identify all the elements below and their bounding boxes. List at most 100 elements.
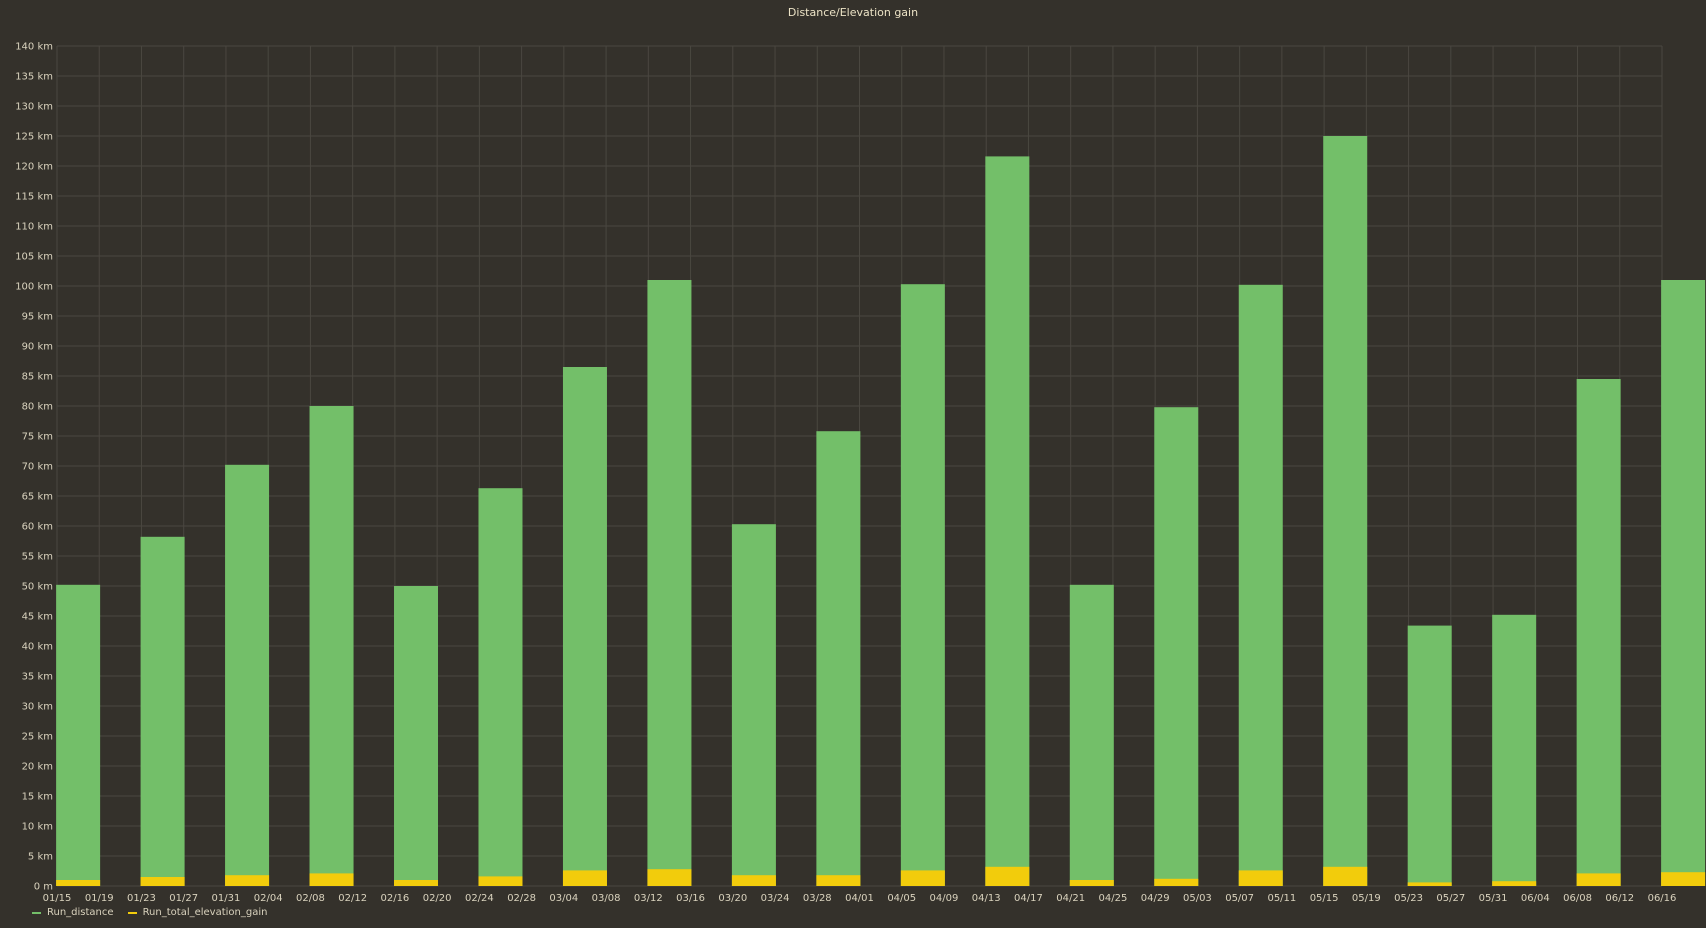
x-tick-label: 05/19 xyxy=(1352,893,1381,904)
bar-run-elevation-gain xyxy=(1154,878,1199,886)
bar-run-elevation-gain xyxy=(56,880,101,886)
x-tick-label: 03/08 xyxy=(592,893,621,904)
x-tick-label: 03/04 xyxy=(549,893,578,904)
x-tick-label: 04/09 xyxy=(930,893,959,904)
bar-run-distance xyxy=(985,156,1030,886)
y-tick-label: 45 km xyxy=(22,612,53,623)
y-tick-label: 5 km xyxy=(28,852,53,863)
bar-run-distance xyxy=(478,488,523,886)
x-tick-label: 06/08 xyxy=(1563,893,1592,904)
x-tick-label: 05/31 xyxy=(1479,893,1508,904)
bar-run-elevation-gain xyxy=(1238,870,1283,886)
bar-run-distance xyxy=(140,536,185,886)
bar-run-distance xyxy=(56,584,101,886)
bar-run-elevation-gain xyxy=(1069,880,1114,886)
bar-run-distance xyxy=(731,524,776,886)
x-tick-label: 01/15 xyxy=(43,893,72,904)
legend-label-distance: Run_distance xyxy=(47,907,114,918)
legend-swatch-distance xyxy=(32,911,41,914)
bar-run-elevation-gain xyxy=(1661,872,1706,886)
y-tick-label: 120 km xyxy=(15,162,53,173)
x-tick-label: 05/11 xyxy=(1267,893,1296,904)
y-tick-label: 95 km xyxy=(22,312,53,323)
legend-swatch-elevation xyxy=(127,911,137,914)
legend: Run_distance Run_total_elevation_gain xyxy=(32,907,267,918)
y-tick-label: 135 km xyxy=(15,72,53,83)
bar-run-distance xyxy=(309,406,354,886)
bar-run-elevation-gain xyxy=(1492,881,1537,886)
x-tick-label: 04/13 xyxy=(972,893,1001,904)
x-tick-label: 05/15 xyxy=(1310,893,1339,904)
bar-run-distance xyxy=(394,586,439,886)
bar-run-distance xyxy=(225,464,270,886)
y-tick-label: 30 km xyxy=(22,702,53,713)
legend-item-distance[interactable]: Run_distance xyxy=(32,907,114,918)
x-tick-label: 02/20 xyxy=(423,893,452,904)
bar-run-elevation-gain xyxy=(816,875,861,886)
bar-run-elevation-gain xyxy=(478,876,523,886)
x-tick-label: 05/27 xyxy=(1436,893,1465,904)
bar-run-distance xyxy=(1154,407,1199,886)
y-tick-label: 25 km xyxy=(22,732,53,743)
y-tick-label: 130 km xyxy=(15,102,53,113)
bar-run-distance xyxy=(1069,584,1114,886)
x-tick-label: 03/28 xyxy=(803,893,832,904)
y-tick-label: 115 km xyxy=(15,192,53,203)
y-tick-label: 75 km xyxy=(22,432,53,443)
x-tick-label: 06/12 xyxy=(1605,893,1634,904)
y-tick-label: 60 km xyxy=(22,522,53,533)
bar-run-elevation-gain xyxy=(647,869,692,886)
bar-run-elevation-gain xyxy=(731,875,776,886)
bar-run-distance xyxy=(1492,614,1537,886)
x-tick-label: 01/31 xyxy=(212,893,241,904)
y-tick-label: 15 km xyxy=(22,792,53,803)
x-tick-label: 03/20 xyxy=(718,893,747,904)
y-tick-label: 140 km xyxy=(15,42,53,53)
x-tick-label: 02/08 xyxy=(296,893,325,904)
y-tick-label: 100 km xyxy=(15,282,53,293)
bar-run-distance xyxy=(647,280,692,886)
bar-run-elevation-gain xyxy=(225,875,270,886)
bar-run-elevation-gain xyxy=(900,870,945,886)
y-tick-label: 65 km xyxy=(22,492,53,503)
bar-run-elevation-gain xyxy=(1323,866,1368,886)
y-tick-label: 35 km xyxy=(22,672,53,683)
x-tick-label: 02/12 xyxy=(338,893,367,904)
bar-run-elevation-gain xyxy=(985,866,1030,886)
y-tick-label: 110 km xyxy=(15,222,53,233)
y-tick-label: 105 km xyxy=(15,252,53,263)
y-tick-label: 55 km xyxy=(22,552,53,563)
x-tick-label: 04/29 xyxy=(1141,893,1170,904)
bar-run-distance xyxy=(1238,284,1283,886)
bar-run-distance xyxy=(562,367,607,886)
y-tick-label: 20 km xyxy=(22,762,53,773)
x-tick-label: 04/21 xyxy=(1056,893,1085,904)
x-tick-label: 01/27 xyxy=(169,893,198,904)
bar-run-distance xyxy=(816,431,861,886)
bar-run-elevation-gain xyxy=(1576,873,1621,886)
legend-item-elevation[interactable]: Run_total_elevation_gain xyxy=(127,907,268,918)
y-tick-label: 125 km xyxy=(15,132,53,143)
bar-run-distance xyxy=(900,284,945,886)
x-tick-label: 02/16 xyxy=(380,893,409,904)
x-tick-label: 03/24 xyxy=(761,893,790,904)
x-tick-label: 05/07 xyxy=(1225,893,1254,904)
bar-run-elevation-gain xyxy=(140,877,185,886)
bar-run-elevation-gain xyxy=(309,873,354,886)
legend-label-elevation: Run_total_elevation_gain xyxy=(142,907,268,918)
chart-title: Distance/Elevation gain xyxy=(787,6,919,19)
x-tick-label: 04/01 xyxy=(845,893,874,904)
x-tick-label: 04/17 xyxy=(1014,893,1043,904)
x-tick-label: 06/04 xyxy=(1521,893,1550,904)
y-tick-label: 90 km xyxy=(22,342,53,353)
x-tick-label: 02/28 xyxy=(507,893,536,904)
x-tick-label: 05/03 xyxy=(1183,893,1212,904)
y-tick-label: 85 km xyxy=(22,372,53,383)
x-tick-label: 01/19 xyxy=(85,893,114,904)
x-tick-label: 04/05 xyxy=(887,893,916,904)
y-tick-label: 40 km xyxy=(22,642,53,653)
y-tick-label: 70 km xyxy=(22,462,53,473)
x-tick-label: 01/23 xyxy=(127,893,156,904)
